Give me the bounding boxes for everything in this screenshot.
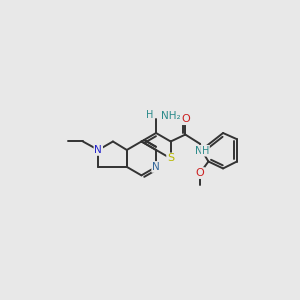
Text: S: S: [167, 153, 174, 164]
Text: H: H: [146, 110, 154, 120]
Text: N: N: [195, 146, 203, 156]
Text: H: H: [202, 146, 209, 156]
Text: N: N: [152, 162, 160, 172]
Text: NH₂: NH₂: [161, 111, 180, 121]
Text: O: O: [196, 168, 204, 178]
Text: N: N: [94, 145, 102, 155]
Text: O: O: [181, 114, 190, 124]
